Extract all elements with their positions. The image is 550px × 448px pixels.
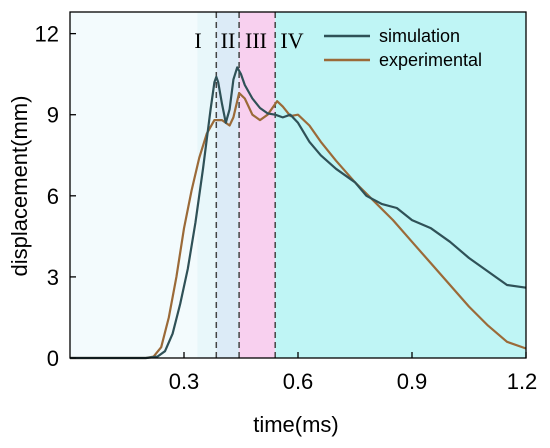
y-axis-title: displacement(mm) [7, 96, 32, 277]
region-label-3: III [245, 28, 267, 53]
region-label-1: I [194, 28, 201, 53]
x-tick-label: 0.6 [283, 369, 314, 394]
x-tick-label: 0.9 [397, 369, 428, 394]
axes: 0.3 0.6 0.9 1.2 0 3 6 9 12 [35, 11, 538, 394]
region-3-band [239, 12, 276, 358]
region-label-4: IV [280, 28, 303, 53]
region-labels: I II III IV [194, 28, 303, 53]
region-2-band [216, 12, 240, 358]
y-tick-label: 3 [47, 265, 59, 290]
legend-label-simulation: simulation [379, 26, 460, 46]
x-tick-label: 0.3 [169, 369, 200, 394]
series-line-experimental [70, 92, 527, 360]
plot-background [70, 12, 198, 358]
x-tick-label: 1.2 [507, 369, 538, 394]
region-label-2: II [221, 28, 236, 53]
y-tick-label: 9 [47, 103, 59, 128]
legend-label-experimental: experimental [379, 50, 482, 70]
legend: simulation experimental [324, 26, 482, 70]
region-dividers [215, 12, 276, 358]
y-tick-label: 6 [47, 184, 59, 209]
x-axis-title: time(ms) [253, 412, 339, 437]
series-line-simulation [70, 66, 527, 360]
series-lines [70, 66, 527, 360]
y-tick-label: 12 [35, 22, 59, 47]
region-4-band [275, 12, 526, 358]
y-tick-label: 0 [47, 346, 59, 371]
